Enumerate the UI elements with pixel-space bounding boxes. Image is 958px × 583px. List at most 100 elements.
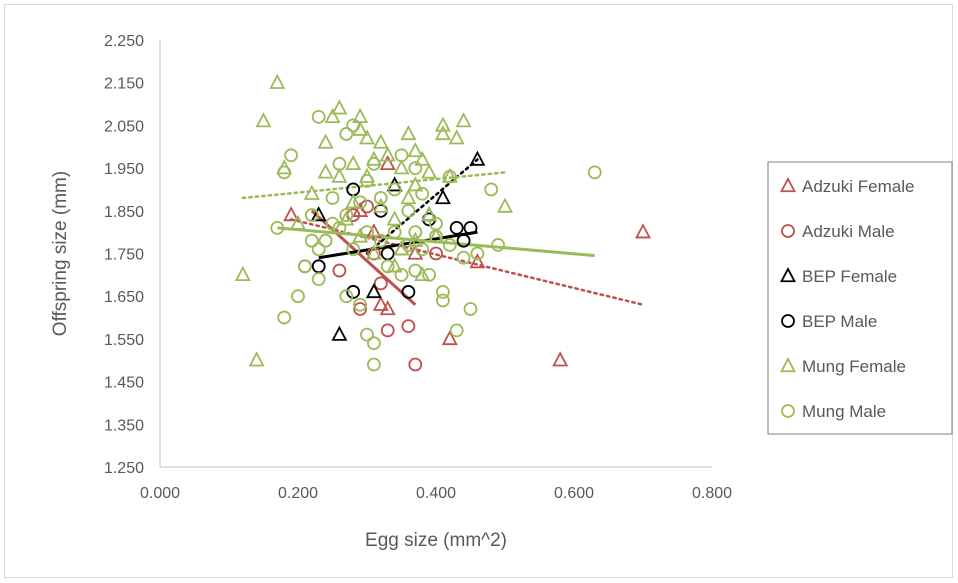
mung-male-point (484, 182, 499, 197)
mung-female-point (331, 99, 348, 115)
mung-female-point (352, 120, 369, 136)
adzuki-female-point (441, 329, 458, 346)
mung-male-point (366, 336, 381, 351)
bep-male-point (346, 285, 361, 299)
x-tick-label: 0.600 (554, 485, 594, 502)
y-tick-label: 2.150 (104, 76, 144, 93)
y-tick-label: 1.650 (104, 289, 144, 306)
mung-female-point (414, 265, 431, 282)
mung-male-point (311, 272, 326, 287)
legend-item-adzuki-female: Adzuki Female (780, 177, 914, 196)
mung-male-point (470, 246, 485, 261)
bep-female-trendline (365, 158, 479, 255)
mung-female-point (400, 189, 417, 205)
mung-male-point (332, 220, 347, 235)
legend-label: Mung Male (802, 402, 886, 421)
x-tick-label: 0.200 (278, 485, 318, 502)
adzuki-female-point (635, 223, 651, 239)
mung-male-point (277, 165, 292, 180)
mung-female-point (386, 257, 403, 273)
mung-female-point (303, 184, 320, 200)
bep-female-point (365, 282, 382, 299)
mung-female-point (255, 112, 272, 128)
mung-male-point (387, 182, 402, 197)
bep-male-point (401, 285, 416, 299)
legend-box (767, 161, 953, 435)
adzuki-female-point (283, 206, 300, 222)
adzuki-male-point (380, 323, 395, 338)
mung-female-trendline (241, 171, 507, 200)
y-tick-label: 1.350 (104, 417, 144, 434)
mung-female-point (386, 210, 403, 226)
mung-female-point (455, 112, 472, 128)
mung-male-point (270, 220, 285, 235)
mung-female-point (345, 193, 362, 209)
mung-male-point (463, 302, 478, 316)
legend-marker (780, 267, 796, 283)
mung-female-point (434, 116, 451, 132)
mung-male-point (291, 289, 305, 304)
mung-female-point (352, 227, 369, 243)
mung-male-point (346, 242, 361, 257)
mung-male-point (360, 225, 374, 240)
mung-female-point (407, 176, 424, 192)
mung-male-point (353, 195, 368, 210)
adzuki-male-point (401, 319, 416, 333)
mung-male-point (394, 267, 409, 282)
bep-female-point (331, 325, 348, 341)
legend-marker (781, 314, 795, 328)
mung-male-point (332, 156, 347, 171)
adzuki-male-point (360, 199, 374, 214)
adzuki-male-trendline (310, 209, 417, 306)
adzuki-female-point (469, 253, 486, 269)
x-axis-title: Egg size (mm^2) (365, 530, 507, 551)
mung-male-point (366, 357, 381, 372)
mung-male-point (435, 293, 450, 308)
mung-male-point (297, 259, 312, 274)
legend-marker (780, 177, 796, 193)
mung-male-point (394, 148, 409, 163)
mung-male-point (339, 208, 354, 222)
mung-female-point (372, 133, 389, 149)
bep-male-point (456, 233, 471, 248)
y-tick-label: 1.850 (104, 204, 144, 221)
bep-female-point (434, 189, 451, 205)
mung-male-point (442, 169, 457, 184)
mung-male-point (401, 203, 416, 218)
x-tick-label: 0.000 (140, 485, 180, 502)
plot-area (159, 40, 712, 468)
adzuki-female-point (372, 295, 389, 311)
y-tick-label: 2.250 (104, 33, 144, 50)
bep-female-point (469, 150, 486, 166)
mung-female-point (269, 73, 286, 89)
x-tick-label: 0.800 (692, 485, 732, 502)
adzuki-male-point (429, 246, 443, 261)
mung-female-point (393, 240, 410, 256)
mung-male-point (373, 233, 388, 248)
mung-male-point (373, 191, 388, 205)
adzuki-female-point (407, 244, 424, 260)
adzuki-male-point (408, 357, 423, 372)
mung-female-point (331, 167, 348, 183)
mung-female-point (317, 133, 334, 149)
mung-female-point (414, 150, 431, 166)
mung-male-point (429, 229, 443, 244)
mung-female-point (497, 197, 513, 213)
legend: Adzuki Female Adzuki Male BEP Female BEP Ma… (767, 161, 953, 435)
adzuki-male-point (353, 302, 368, 316)
mung-female-point (448, 129, 465, 145)
bep-male-trendline (318, 230, 478, 260)
adzuki-female-point (365, 223, 382, 239)
legend-item-mung-female: Mung Female (780, 357, 906, 376)
legend-label: Mung Female (802, 357, 906, 376)
mung-female-point (393, 159, 410, 175)
x-tick-label: 0.400 (416, 485, 456, 502)
adzuki-male-point (373, 276, 388, 291)
legend-marker (781, 404, 795, 418)
bep-male-point (463, 220, 478, 235)
mung-male-point (366, 156, 381, 171)
mung-male-point (339, 289, 354, 304)
mung-male-point (346, 118, 361, 133)
mung-female-point (317, 163, 334, 179)
